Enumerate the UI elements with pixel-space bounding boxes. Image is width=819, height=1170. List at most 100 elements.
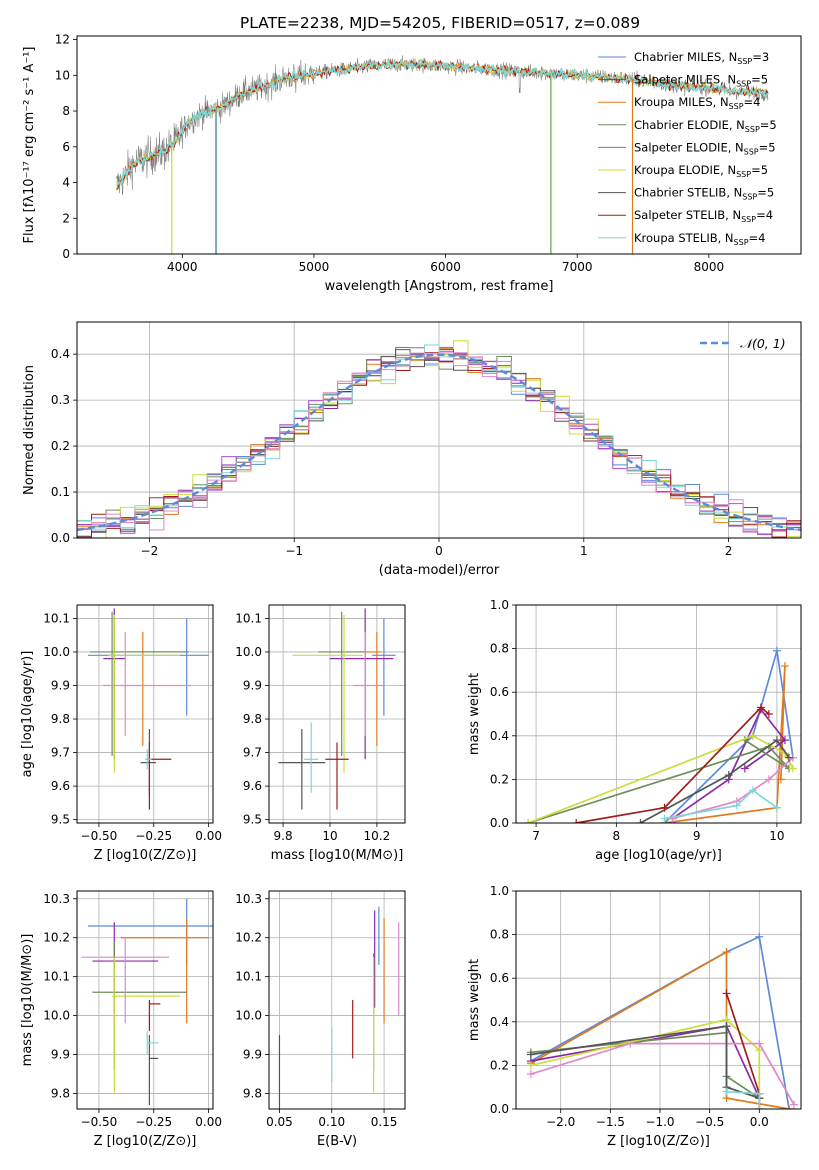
mass-weight-marker	[780, 662, 789, 671]
figure-title: PLATE=2238, MJD=54205, FIBERID=0517, z=0…	[240, 14, 640, 32]
mass-weight-marker	[764, 710, 773, 718]
y-tick-label: 0.4	[490, 729, 509, 743]
y-tick-label: 10.2	[43, 931, 70, 945]
x-tick-label: 10.2	[364, 829, 391, 843]
residuals-xlabel: (data-model)/error	[379, 563, 500, 578]
mass_vs_EBV-xlabel: E(B-V)	[317, 1134, 357, 1149]
residuals-frame	[76, 321, 802, 539]
x-tick-label: 9.8	[274, 829, 293, 843]
errorbar-point	[103, 631, 192, 736]
y-tick-label: 0.2	[490, 772, 509, 786]
mass-weight-marker	[784, 753, 793, 762]
mass_vs_EBV-plot-area	[278, 906, 400, 1109]
y-tick-label: 10.3	[43, 892, 70, 906]
errorbar-point	[107, 615, 181, 773]
x-tick-label: −0.50	[81, 1115, 118, 1129]
legend-entry: Chabrier STELIB, NSSP=5	[634, 186, 774, 202]
mass_weight_vs_Z-xlabel: Z [log10(Z/Z⊙)]	[607, 1134, 710, 1149]
errorbar-point	[372, 618, 396, 716]
errorbar-point	[358, 631, 382, 746]
mass-weight-marker	[732, 801, 741, 810]
x-tick-label: 0.0	[750, 1115, 769, 1129]
mass_vs_EBV-frame	[268, 890, 406, 1110]
x-tick-label: −1.0	[645, 1115, 674, 1129]
y-tick-label: 10.0	[235, 1009, 262, 1023]
mass-weight-series	[530, 935, 790, 1109]
errorbar-point	[146, 1031, 159, 1055]
y-tick-label: 10.0	[235, 645, 262, 659]
mass-weight-marker	[526, 1070, 535, 1079]
y-tick-label: 9.9	[51, 1048, 70, 1062]
spectrum-axes: 4000 5000 6000 7000 8000 0 2 4 6 8 10 12 wavelength …	[22, 33, 802, 294]
errorbar-point	[148, 1000, 161, 1032]
y-tick-label: 0.0	[490, 1102, 509, 1116]
spectrum-ylabel: Flux [fλ10⁻¹⁷ erg cm⁻² s⁻¹ A⁻¹]	[22, 47, 37, 244]
legend-entry: Salpeter MILES, NSSP=5	[634, 73, 768, 89]
errorbar-point	[87, 618, 209, 716]
x-tick-label: 9	[693, 829, 701, 843]
y-tick-label: 10.0	[43, 1009, 70, 1023]
mass-weight-marker	[524, 819, 533, 823]
mass_vs_Z-ylabel: mass [log10(M/M⊙)]	[20, 934, 35, 1067]
y-tick-label: 10.0	[43, 645, 70, 659]
x-tick-label: 2	[725, 544, 733, 558]
y-tick-label: 0.2	[490, 1058, 509, 1072]
mass_weight_vs_age-frame	[515, 604, 802, 824]
spectrum-xlabel: wavelength [Angstrom, rest frame]	[325, 279, 554, 294]
mass-weight-marker	[772, 736, 781, 745]
mass_weight_vs_age-axes: 7 8 9 10 0.0 0.2 0.4 0.6 0.8 1.0 age [log10(age/yr…	[467, 598, 802, 863]
errorbar-point	[145, 749, 152, 770]
mass-weight-marker	[724, 771, 733, 780]
mass-weight-series	[527, 739, 790, 823]
mass_vs_Z-plot-area	[81, 898, 213, 1106]
residuals-ylabel: Normed distribution	[22, 365, 37, 495]
legend-entry: Kroupa ELODIE, NSSP=5	[634, 163, 768, 179]
errorbar-point	[87, 898, 213, 965]
mass_vs_Z-xlabel: Z [log10(Z/Z⊙)]	[94, 1134, 197, 1149]
mass-weight-series	[530, 1042, 795, 1106]
x-tick-label: 0.05	[266, 1115, 293, 1129]
errorbar-point	[112, 957, 181, 1094]
x-tick-label: 7	[532, 829, 540, 843]
y-tick-label: 10.3	[235, 892, 262, 906]
y-tick-label: 9.7	[51, 746, 70, 760]
errorbar-point	[120, 918, 209, 1024]
y-tick-label: 9.5	[51, 813, 70, 827]
x-tick-label: 6000	[430, 260, 461, 274]
x-tick-label: −0.5	[695, 1115, 724, 1129]
mass_weight_vs_age-xlabel: age [log10(age/yr)]	[595, 848, 722, 863]
y-tick-label: 9.8	[51, 712, 70, 726]
mass-weight-marker	[660, 803, 669, 812]
errorbar-point	[318, 611, 366, 756]
x-tick-label: 0.10	[318, 1115, 345, 1129]
y-tick-label: 9.6	[51, 779, 70, 793]
x-tick-label: 8000	[694, 260, 725, 274]
legend-entry: Kroupa STELIB, NSSP=4	[634, 231, 765, 247]
y-tick-label: 9.8	[243, 712, 262, 726]
legend-entry: Salpeter STELIB, NSSP=4	[634, 208, 773, 224]
x-tick-label: −2	[141, 544, 159, 558]
spectrum-legend: Chabrier MILES, NSSP=3 Salpeter MILES, NS…	[598, 50, 777, 247]
mass-weight-series	[530, 1018, 761, 1109]
errorbar-point	[148, 1035, 159, 1106]
x-tick-label: 7000	[562, 260, 593, 274]
y-tick-label: 9.5	[243, 813, 262, 827]
mass-weight-marker	[526, 1061, 535, 1070]
y-tick-label: 0.8	[490, 642, 509, 656]
y-tick-label: 10.2	[235, 931, 262, 945]
mass-weight-marker	[748, 786, 757, 795]
mass-weight-series	[639, 739, 790, 823]
errorbar-point	[304, 722, 319, 793]
y-tick-label: 9.9	[243, 1048, 262, 1062]
age_vs_Z-ylabel: age [log10(age/yr)]	[20, 651, 35, 778]
x-tick-label: −0.25	[135, 829, 172, 843]
spectrum-plot-area	[116, 55, 769, 254]
mass-weight-marker	[755, 1039, 764, 1048]
mass-weight-marker	[756, 703, 765, 712]
y-tick-label: 8	[62, 104, 70, 118]
y-tick-label: 0	[62, 247, 70, 261]
mass-weight-marker	[740, 764, 749, 773]
x-tick-label: −1	[285, 544, 303, 558]
x-tick-label: 8	[613, 829, 621, 843]
mass-weight-marker	[660, 814, 669, 823]
